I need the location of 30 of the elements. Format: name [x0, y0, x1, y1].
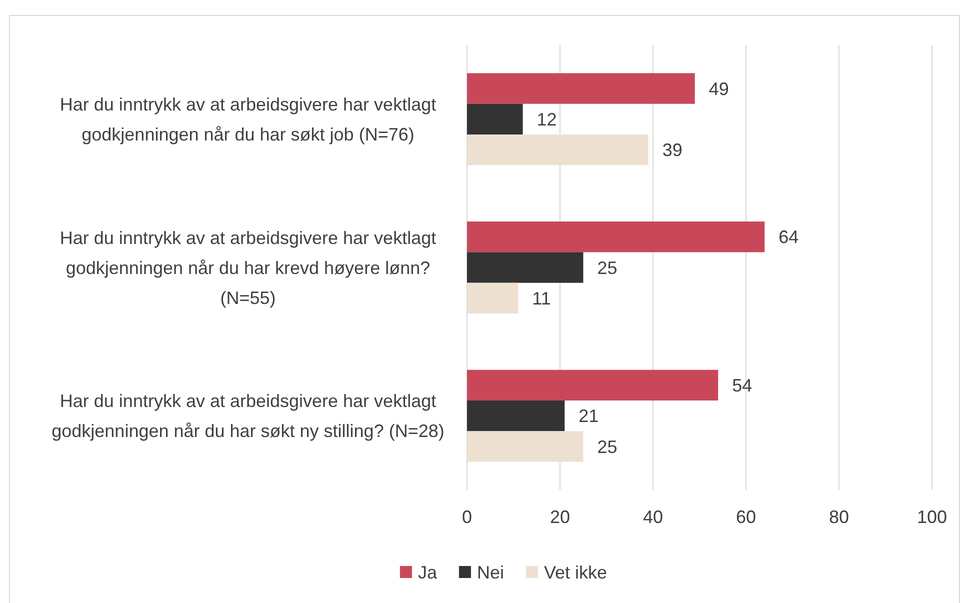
x-tick-label: 20: [550, 506, 570, 527]
y-tick-label: Har du inntrykk av at arbeidsgivere har vektlagt godkjenningen når du har krevd høyere lønn? (N=55): [60, 228, 436, 308]
bar: [467, 370, 718, 401]
bar: [467, 134, 648, 166]
legend-label: Vet ikke: [544, 562, 608, 582]
data-label: 49: [708, 78, 729, 99]
legend-label: Ja: [418, 562, 438, 582]
bar: [467, 222, 765, 252]
bar: [467, 282, 518, 314]
data-label: 54: [732, 375, 752, 396]
data-label: 11: [532, 288, 551, 308]
x-tick-label: 80: [828, 506, 850, 527]
data-label: 39: [662, 140, 682, 160]
x-tick-label: 0: [462, 506, 472, 527]
bar: [467, 73, 695, 104]
data-label: 12: [536, 109, 557, 130]
y-tick-label: Har du inntrykk av at arbeidsgivere har vektlagt godkjenningen når du har søkt job (N=76): [60, 94, 436, 144]
x-tick-label: 40: [642, 506, 664, 527]
bar: [467, 252, 584, 283]
x-tick-label: 100: [916, 506, 948, 527]
bar: [467, 104, 523, 134]
bar: [467, 400, 565, 432]
bar: [467, 431, 584, 462]
x-tick-label: 60: [736, 506, 756, 527]
data-label: 64: [778, 227, 799, 248]
y-tick-label: Har du inntrykk av at arbeidsgivere har vektlagt godkjenningen når du har søkt ny stilling? (N=28): [52, 391, 444, 442]
data-label: 21: [578, 406, 599, 426]
legend-label: Nei: [476, 562, 504, 582]
data-label: 25: [597, 436, 618, 457]
data-label: 25: [597, 258, 618, 278]
